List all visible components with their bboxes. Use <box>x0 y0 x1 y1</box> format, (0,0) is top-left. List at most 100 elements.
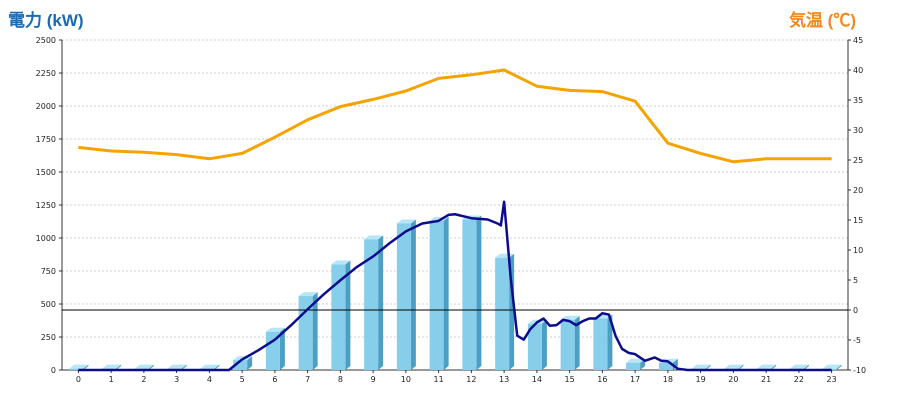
bar-top <box>331 260 351 265</box>
bar-side <box>312 292 318 370</box>
right-tick-label: 10 <box>853 246 863 255</box>
x-tick-label: 3 <box>174 375 179 384</box>
bar-side <box>574 315 580 370</box>
right-tick-label: 20 <box>853 186 863 195</box>
right-tick-label: 15 <box>853 216 863 225</box>
bar-side <box>640 358 646 370</box>
bar-top <box>724 364 744 369</box>
bar-side <box>836 364 842 370</box>
bar-side <box>443 216 449 370</box>
x-tick-label: 4 <box>207 375 212 384</box>
left-tick-label: 1500 <box>36 168 56 177</box>
bar <box>265 331 280 370</box>
x-tick-label: 11 <box>434 375 444 384</box>
bar <box>462 219 477 370</box>
bar <box>429 220 444 370</box>
bar-side <box>410 219 416 370</box>
x-tick-label: 6 <box>272 375 277 384</box>
x-tick-label: 23 <box>827 375 837 384</box>
bar-top <box>265 327 285 332</box>
bar-side <box>214 364 220 370</box>
x-tick-label: 14 <box>532 375 542 384</box>
bar-top <box>691 364 711 369</box>
bar-top <box>789 364 809 369</box>
left-tick-label: 250 <box>41 333 56 342</box>
bar-side <box>83 364 89 370</box>
right-tick-label: -5 <box>853 336 861 345</box>
right-tick-label: 5 <box>853 276 858 285</box>
left-axis-title: 電力 (kW) <box>8 11 84 30</box>
bar-side <box>279 327 285 370</box>
x-tick-label: 5 <box>240 375 245 384</box>
bar-top <box>69 364 89 369</box>
x-tick-label: 22 <box>794 375 804 384</box>
bar-top <box>364 235 384 240</box>
x-tick-label: 21 <box>761 375 771 384</box>
x-tick-label: 17 <box>630 375 640 384</box>
bar-side <box>247 356 253 370</box>
bar-top <box>560 315 580 320</box>
x-tick-label: 10 <box>401 375 411 384</box>
right-tick-label: 40 <box>853 66 863 75</box>
left-tick-label: 750 <box>41 267 56 276</box>
bar-top <box>167 364 187 369</box>
bar-side <box>116 364 122 370</box>
bar-side <box>181 364 187 370</box>
bar-top <box>102 364 122 369</box>
bar-top <box>626 358 646 363</box>
bar-side <box>803 364 809 370</box>
left-tick-label: 500 <box>41 300 56 309</box>
x-tick-label: 16 <box>597 375 607 384</box>
left-tick-label: 1000 <box>36 234 56 243</box>
bar-side <box>771 364 777 370</box>
x-tick-label: 12 <box>466 375 476 384</box>
x-tick-label: 1 <box>109 375 114 384</box>
left-tick-label: 0 <box>51 366 56 375</box>
left-tick-label: 1250 <box>36 201 56 210</box>
bar-side <box>607 314 613 370</box>
x-tick-label: 13 <box>499 375 509 384</box>
x-tick-label: 20 <box>728 375 738 384</box>
x-tick-label: 15 <box>565 375 575 384</box>
right-axis-title: 気温 (℃) <box>788 11 856 30</box>
bar-side <box>345 260 351 370</box>
bar-side <box>378 235 384 370</box>
bar-top <box>200 364 220 369</box>
bar-side <box>148 364 154 370</box>
bar-side <box>738 364 744 370</box>
bar-top <box>298 292 318 297</box>
bar-top <box>134 364 154 369</box>
bar <box>396 223 411 370</box>
bar-top <box>757 364 777 369</box>
bar <box>495 257 510 370</box>
left-tick-label: 2500 <box>36 36 56 45</box>
bar <box>626 362 641 370</box>
bar-top <box>822 364 842 369</box>
temperature-line <box>78 68 832 164</box>
bar-top <box>396 219 416 224</box>
x-tick-label: 0 <box>76 375 81 384</box>
left-tick-label: 2000 <box>36 102 56 111</box>
x-tick-label: 18 <box>663 375 673 384</box>
right-tick-label: 0 <box>853 306 858 315</box>
x-tick-label: 19 <box>696 375 706 384</box>
bar-side <box>541 319 547 370</box>
bar <box>331 264 346 370</box>
x-tick-label: 2 <box>141 375 146 384</box>
right-tick-label: 45 <box>853 36 863 45</box>
bar <box>233 360 248 370</box>
bar <box>658 362 673 370</box>
right-tick-label: 25 <box>853 156 863 165</box>
right-tick-label: 35 <box>853 96 863 105</box>
x-tick-label: 8 <box>338 375 343 384</box>
right-tick-label: 30 <box>853 126 863 135</box>
bar <box>527 323 542 370</box>
bar <box>364 239 379 370</box>
bar-side <box>476 215 482 370</box>
bar <box>593 318 608 370</box>
x-tick-label: 9 <box>371 375 376 384</box>
left-tick-label: 2250 <box>36 69 56 78</box>
x-tick-label: 7 <box>305 375 310 384</box>
power-line <box>78 200 832 372</box>
